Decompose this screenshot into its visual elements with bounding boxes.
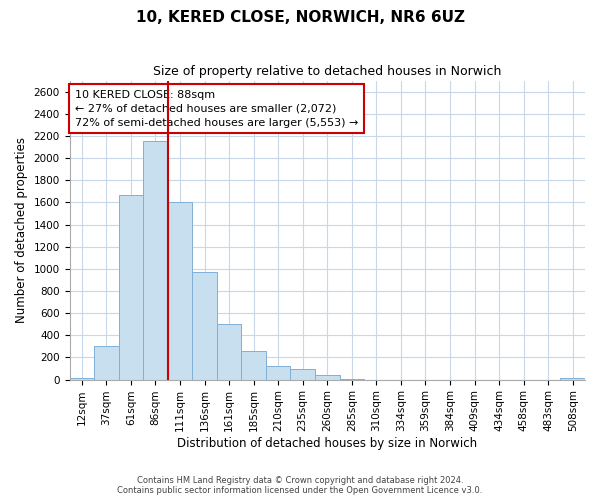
Bar: [266, 366, 290, 380]
Bar: [241, 352, 266, 380]
Bar: [119, 194, 143, 380]
Bar: [315, 375, 340, 380]
Bar: [340, 379, 364, 380]
Bar: [290, 368, 315, 380]
Bar: [70, 378, 94, 380]
Bar: [560, 378, 585, 380]
X-axis label: Distribution of detached houses by size in Norwich: Distribution of detached houses by size …: [177, 437, 478, 450]
Bar: [143, 142, 168, 380]
Bar: [94, 346, 119, 380]
Bar: [168, 202, 192, 380]
Text: 10, KERED CLOSE, NORWICH, NR6 6UZ: 10, KERED CLOSE, NORWICH, NR6 6UZ: [136, 10, 464, 25]
Bar: [192, 272, 217, 380]
Bar: [217, 324, 241, 380]
Y-axis label: Number of detached properties: Number of detached properties: [15, 137, 28, 323]
Text: 10 KERED CLOSE: 88sqm
← 27% of detached houses are smaller (2,072)
72% of semi-d: 10 KERED CLOSE: 88sqm ← 27% of detached …: [74, 90, 358, 128]
Title: Size of property relative to detached houses in Norwich: Size of property relative to detached ho…: [153, 65, 502, 78]
Text: Contains HM Land Registry data © Crown copyright and database right 2024.
Contai: Contains HM Land Registry data © Crown c…: [118, 476, 482, 495]
